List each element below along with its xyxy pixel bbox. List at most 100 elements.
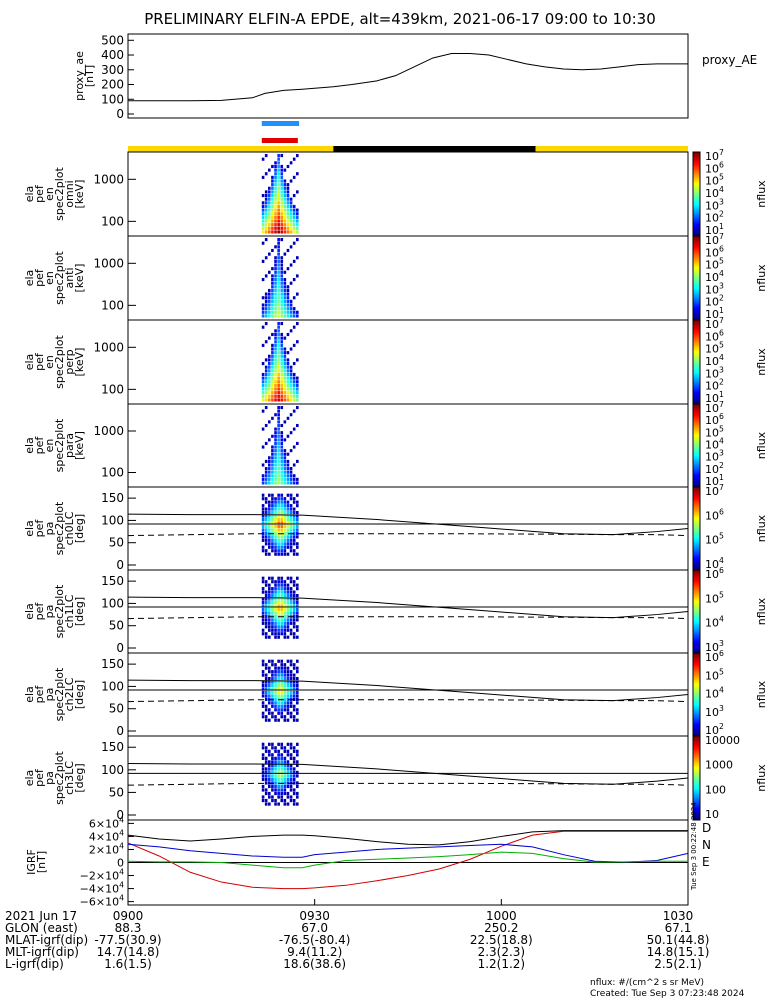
spectrogram-ytick-label: 1000: [93, 424, 124, 438]
spectrogram-cell: [280, 168, 284, 172]
pitch-angle-cell: [264, 590, 268, 594]
spectrogram-cell: [277, 296, 280, 300]
colorbar-tick-label: 104: [705, 269, 724, 284]
spectrogram-cell: [286, 226, 290, 230]
igrf-series-line: [127, 851, 688, 869]
colorbar-cell: [693, 416, 700, 420]
pitch-angle-cell: [289, 600, 293, 605]
spectrogram-cell: [277, 354, 280, 358]
spectrogram-ytick-label: 1000: [93, 172, 124, 186]
pitch-angle-cell: [277, 632, 280, 636]
pitch-angle-cell: [292, 694, 296, 698]
pitch-angle-cell: [277, 777, 280, 782]
spectrogram-cell: [274, 164, 277, 169]
spectrogram-cell: [292, 208, 296, 212]
spectrogram-ylabel: omni: [63, 180, 76, 207]
pitch-angle-cell: [283, 611, 287, 615]
colorbar-cell: [693, 168, 700, 172]
spectrogram-cell: [286, 394, 290, 398]
spectrogram-cell: [283, 215, 287, 219]
spectrogram-cell: [271, 208, 274, 212]
pitch-angle-cell: [264, 618, 268, 622]
pitch-angle-cell: [268, 690, 271, 695]
pitch-angle-cell: [289, 704, 293, 708]
pitch-angle-cell: [280, 535, 284, 539]
spectrogram-cell: [283, 358, 287, 362]
spectrogram-cell: [268, 215, 271, 219]
colorbar-cell: [693, 505, 700, 509]
pitch-angle-cell: [280, 545, 284, 549]
pitch-angle-cell: [286, 576, 290, 580]
pitch-angle-cell: [261, 742, 265, 746]
spectrogram-cell: [277, 456, 280, 460]
spectrogram-cell: [271, 474, 274, 478]
pitch-angle-cell: [280, 497, 284, 501]
spectrogram-cell: [268, 456, 271, 460]
colorbar-cell: [693, 773, 700, 777]
colorbar-cell: [693, 536, 700, 540]
colorbar-cell: [693, 570, 700, 573]
spectrogram-cell: [280, 467, 284, 471]
spectrogram-cell: [261, 223, 265, 227]
spectrogram-cell: [280, 270, 284, 274]
pitch-angle-cell: [280, 493, 284, 497]
pitch-angle-cell: [261, 607, 265, 612]
pitch-angle-cell: [261, 774, 265, 778]
pitch-angle-cell: [283, 701, 287, 705]
spectrogram-cell: [292, 230, 296, 234]
pitch-angle-cell: [296, 552, 299, 556]
spectrogram-cell: [277, 369, 280, 373]
spectrogram-cell: [280, 449, 284, 453]
pitch-angle-cell: [280, 687, 284, 691]
pitch-angle-cell: [271, 500, 274, 504]
pitch-angle-cell: [286, 711, 290, 715]
colorbar-cell: [693, 299, 700, 302]
spectrogram-cell: [274, 372, 277, 377]
colorbar-cell: [693, 374, 700, 378]
colorbar-cell: [693, 364, 700, 367]
spectrogram-ylabel: en: [43, 439, 56, 453]
footer-cell: 1.6(1.5): [104, 957, 152, 971]
spectrogram-cell: [268, 463, 271, 467]
pitch-angle-cell: [292, 497, 296, 501]
pitch-angle-ylabel: pef: [33, 768, 46, 787]
colorbar-cell: [693, 164, 700, 168]
spectrogram-cell: [271, 362, 274, 366]
colorbar-tick-label: 106: [705, 412, 724, 427]
spectrogram-cell: [264, 391, 268, 395]
pitch-angle-cell: [296, 528, 299, 532]
pitch-angle-cell: [274, 677, 277, 681]
colorbar-cell: [693, 328, 700, 331]
colorbar-cell: [693, 752, 700, 756]
pitch-angle-ylabel: pef: [33, 602, 46, 621]
spectrogram-ytick-label: 1000: [93, 340, 124, 354]
spectrogram-cell: [264, 172, 268, 176]
colorbar-cell: [693, 665, 700, 669]
spectrogram-cell: [289, 219, 293, 223]
spectrogram-cell: [271, 394, 274, 398]
pitch-angle-cell: [274, 788, 277, 792]
pitch-angle-cell: [289, 504, 293, 508]
pitch-angle-cell: [286, 666, 290, 670]
spectrogram-cell: [286, 307, 290, 311]
spectrogram-cell: [296, 223, 299, 227]
pitch-angle-cell: [268, 500, 271, 504]
colorbar-cell: [693, 257, 700, 260]
spectrogram-cell: [277, 179, 280, 183]
pitch-angle-cell: [268, 635, 271, 639]
spectrogram-cell: [286, 365, 290, 369]
spectrogram-cell: [268, 314, 271, 318]
spectrogram-cell: [286, 164, 290, 169]
spectrogram-cell: [280, 340, 284, 344]
spectrogram-cell: [274, 340, 277, 344]
spectrogram-cell: [264, 383, 268, 387]
spectrogram-cell: [274, 204, 277, 209]
spectrogram-cell: [280, 219, 284, 223]
pitch-angle-cell: [277, 753, 280, 757]
pitch-angle-cell: [274, 770, 277, 775]
pitch-angle-ytick-label: 50: [109, 536, 124, 550]
pitch-angle-cell: [261, 763, 265, 768]
spectrogram-cell: [277, 474, 280, 478]
pitch-angle-cell: [289, 673, 293, 677]
colorbar-cell: [693, 307, 700, 310]
